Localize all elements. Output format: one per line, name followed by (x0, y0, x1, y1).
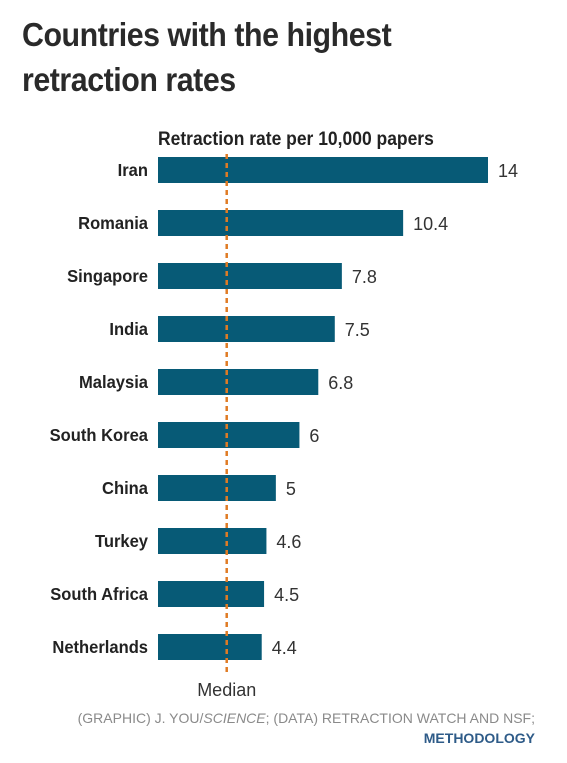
footer-credit: (GRAPHIC) J. YOU/SCIENCE; (DATA) RETRACT… (78, 708, 535, 748)
bar (158, 210, 404, 236)
value-label: 4.5 (274, 585, 299, 605)
chart-subtitle: Retraction rate per 10,000 papers (158, 127, 434, 149)
credit-suffix: ; (DATA) RETRACTION WATCH AND NSF; (265, 710, 535, 726)
category-label: South Africa (50, 583, 148, 604)
value-label: 5 (286, 479, 296, 499)
value-label: 4.4 (272, 638, 297, 658)
median-label: Median (197, 680, 256, 700)
category-label: Singapore (67, 265, 148, 286)
value-label: 14 (498, 161, 518, 181)
bar (158, 316, 335, 342)
category-label: China (102, 477, 148, 498)
category-label: Iran (118, 159, 148, 180)
bar (158, 581, 265, 607)
category-label: Malaysia (79, 371, 148, 392)
value-label: 6 (309, 426, 319, 446)
value-label: 6.8 (328, 373, 353, 393)
bar (158, 634, 262, 660)
category-label: Turkey (95, 530, 148, 551)
category-label: India (109, 318, 148, 339)
bars-group: Iran 14 Romania 10.4 Singapore 7.8 India 7.5 Mal… (50, 157, 518, 660)
bar (158, 528, 267, 554)
category-label: Romania (78, 212, 148, 233)
value-label: 7.5 (345, 320, 370, 340)
chart-title: Countries with the highest retraction ra… (22, 16, 392, 98)
credit-italic: SCIENCE (203, 710, 266, 726)
bar (158, 263, 342, 289)
bar (158, 369, 319, 395)
category-label: South Korea (50, 424, 149, 445)
methodology-link[interactable]: METHODOLOGY (423, 730, 535, 746)
credit-prefix: (GRAPHIC) J. YOU/ (77, 710, 204, 726)
value-label: 7.8 (352, 267, 377, 287)
value-label: 4.6 (276, 532, 301, 552)
value-label: 10.4 (413, 214, 448, 234)
bar (158, 157, 488, 183)
category-label: Netherlands (52, 636, 148, 657)
bar (158, 422, 300, 448)
bar (158, 475, 276, 501)
